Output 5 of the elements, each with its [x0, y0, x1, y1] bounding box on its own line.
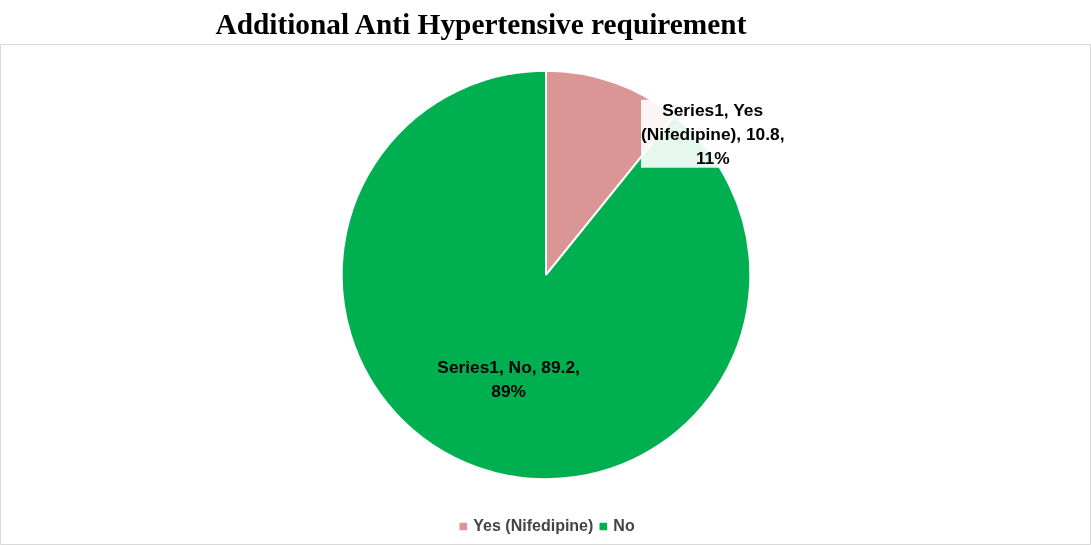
legend-label: Yes (Nifedipine): [473, 517, 594, 535]
data-label: Series1, No, 89.2, 89%: [437, 356, 580, 401]
legend-label: No: [613, 517, 635, 535]
chart-title: Additional Anti Hypertensive requirement: [215, 7, 747, 40]
data-label: Series1, Yes (Nifedipine), 10.8, 11%: [641, 99, 785, 168]
